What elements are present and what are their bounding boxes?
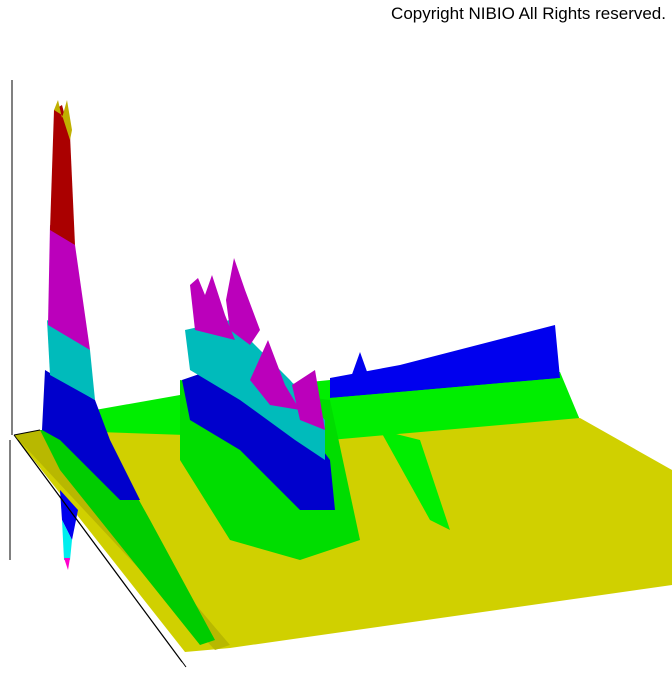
copyright: Copyright NIBIO All Rights reserved. xyxy=(391,4,666,23)
mid-peak-cyan xyxy=(185,320,325,460)
small-blue-peak xyxy=(350,352,370,380)
mid-peak-magenta-4 xyxy=(292,370,325,430)
left-peak-tip xyxy=(54,100,72,140)
left-dip-magenta xyxy=(64,558,70,570)
mid-peak-magenta-2 xyxy=(226,258,260,345)
left-peak-red xyxy=(50,105,75,245)
x-axis-2 xyxy=(17,439,187,668)
left-dip-cyan xyxy=(62,520,72,560)
left-peak-magenta xyxy=(48,225,90,350)
left-peak-green xyxy=(40,430,215,645)
mid-green-ridge xyxy=(380,430,450,530)
mid-peak-blue xyxy=(182,360,335,510)
mid-peak-magenta-3 xyxy=(250,340,300,410)
top-axis xyxy=(13,429,41,436)
left-peak-blue xyxy=(42,370,140,500)
mid-peak-magenta-1 xyxy=(190,275,235,340)
left-peak-cyan xyxy=(47,320,95,400)
back-blue-band xyxy=(330,325,560,398)
